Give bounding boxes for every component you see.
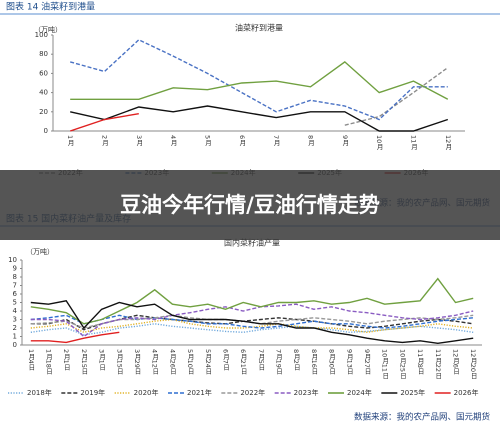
x-tick-label: 6月	[238, 135, 246, 147]
x-tick-label: 6月7日	[221, 349, 229, 371]
legend-label: 2021年	[187, 388, 212, 397]
x-tick-label: 10月	[375, 135, 383, 151]
x-tick-label: 4月12日	[151, 349, 159, 376]
x-tick-label: 12月	[444, 135, 452, 151]
y-tick-label: 20	[39, 108, 48, 116]
x-tick-label: 5月24日	[204, 349, 212, 376]
series-line	[69, 113, 139, 132]
x-tick-label: 11月22日	[434, 349, 442, 380]
source: 数据来源：我的农产品网、国元期货	[354, 412, 491, 423]
y-tick-label: 10	[8, 256, 17, 264]
x-tick-label: 3月15日	[115, 349, 123, 376]
series-line	[70, 61, 449, 100]
x-tick-label: 7月	[272, 135, 280, 147]
x-tick-label: 11月8日	[416, 349, 424, 376]
overlay-banner: 豆油今年行情/豆油行情走势	[0, 170, 500, 240]
y-tick-label: 0	[13, 341, 17, 349]
chart-title: 油菜籽到港量	[235, 23, 283, 33]
legend-label: 2022年	[240, 388, 265, 397]
legend-label: 2019年	[80, 388, 105, 397]
series-line	[30, 277, 474, 325]
chart-title: 国内菜籽油产量	[224, 238, 280, 248]
legend-label: 2020年	[134, 388, 159, 397]
y-tick-label: 6	[13, 290, 18, 298]
x-tick-label: 4月	[169, 135, 177, 147]
x-tick-label: 12月20日	[469, 349, 477, 380]
y-tick-label: 0	[44, 127, 48, 135]
x-tick-label: 2月1日	[62, 349, 70, 371]
x-tick-label: 11月	[410, 135, 418, 151]
y-tick-label: 1	[13, 333, 17, 341]
legend-label: 2023年	[294, 388, 319, 397]
y-tick-label: 60	[39, 69, 48, 77]
x-tick-label: 8月30日	[328, 349, 336, 376]
legend-label: 2024年	[347, 388, 372, 397]
x-tick-label: 9月	[341, 135, 349, 147]
x-tick-label: 8月2日	[292, 349, 300, 371]
y-tick-label: 7	[13, 282, 17, 290]
x-tick-label: 4月26日	[168, 349, 176, 376]
x-tick-label: 1月18日	[45, 349, 53, 376]
y-tick-label: 9	[13, 265, 17, 273]
y-tick-label: 80	[39, 50, 48, 58]
x-tick-label: 7月5日	[257, 349, 265, 371]
x-tick-label: 9月27日	[363, 349, 371, 376]
x-tick-label: 2月15日	[80, 349, 88, 376]
x-tick-label: 9月13日	[345, 349, 353, 376]
x-tick-label: 1月4日	[27, 349, 35, 371]
legend-label: 2018年	[27, 388, 52, 397]
x-tick-label: 8月	[307, 135, 315, 147]
y-tick-label: 8	[13, 273, 17, 281]
x-tick-label: 3月	[135, 135, 143, 147]
x-tick-label: 8月16日	[310, 349, 318, 376]
x-tick-label: 1月	[66, 135, 74, 147]
x-tick-label: 3月29日	[133, 349, 141, 376]
series-line	[30, 300, 474, 345]
y-tick-label: 2	[13, 324, 17, 332]
x-tick-label: 5月10日	[186, 349, 194, 376]
x-tick-label: 12月6日	[451, 349, 459, 376]
y-tick-label: 4	[13, 307, 18, 315]
x-tick-label: 6月21日	[239, 349, 247, 376]
series-line	[344, 67, 449, 126]
series-line	[30, 323, 474, 336]
y-tick-label: 40	[39, 89, 48, 97]
series-line	[70, 105, 449, 132]
y-axis-label: （万吨）	[34, 25, 62, 34]
legend-label: 2026年	[454, 388, 479, 397]
figure-label: 图表 14 油菜籽到港量	[6, 1, 95, 13]
series-line	[30, 331, 120, 344]
x-tick-label: 10月25日	[398, 349, 406, 380]
overlay-title: 豆油今年行情/豆油行情走势	[120, 193, 380, 217]
x-tick-label: 5月	[204, 135, 212, 147]
y-tick-label: 3	[13, 316, 17, 324]
x-tick-label: 2月	[101, 135, 109, 147]
legend-label: 2025年	[400, 388, 425, 397]
y-tick-label: 5	[13, 299, 17, 307]
y-axis-label: （万吨）	[26, 247, 54, 256]
x-tick-label: 3月1日	[98, 349, 106, 371]
y-tick-label: 100	[35, 31, 48, 39]
x-tick-label: 7月19日	[275, 349, 283, 376]
series-line	[70, 38, 448, 121]
series-line	[30, 314, 474, 329]
x-tick-label: 10月11日	[381, 349, 389, 380]
